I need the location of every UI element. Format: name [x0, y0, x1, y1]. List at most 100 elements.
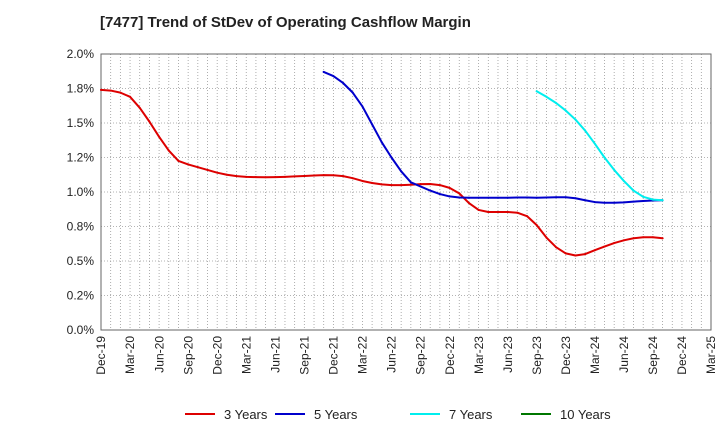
- data-point-5-years: [438, 193, 441, 196]
- data-point-3-years: [158, 135, 161, 138]
- data-point-3-years: [622, 239, 625, 242]
- x-tick-label: Jun-21: [268, 336, 282, 373]
- data-point-3-years: [206, 168, 209, 171]
- x-tick-label: Mar-25: [704, 336, 718, 374]
- x-tick-label: Dec-24: [675, 336, 689, 375]
- data-point-3-years: [613, 242, 616, 245]
- data-point-7-years: [632, 189, 635, 192]
- data-point-7-years: [603, 156, 606, 159]
- data-point-5-years: [390, 156, 393, 159]
- data-point-3-years: [245, 175, 248, 178]
- x-tick-label: Mar-21: [239, 336, 253, 374]
- x-tick-label: Mar-20: [123, 336, 137, 374]
- data-point-5-years: [342, 81, 345, 84]
- data-point-3-years: [429, 182, 432, 185]
- data-point-5-years: [535, 196, 538, 199]
- data-point-3-years: [254, 176, 257, 179]
- data-point-3-years: [129, 95, 132, 98]
- y-tick-label: 0.8%: [67, 220, 95, 234]
- data-point-5-years: [322, 70, 325, 73]
- data-point-7-years: [622, 179, 625, 182]
- data-point-3-years: [187, 163, 190, 166]
- x-tick-label: Dec-21: [327, 336, 341, 375]
- y-tick-label: 0.2%: [67, 289, 95, 303]
- data-point-3-years: [661, 237, 664, 240]
- data-point-5-years: [477, 196, 480, 199]
- data-point-3-years: [322, 174, 325, 177]
- x-tick-label: Jun-20: [152, 336, 166, 373]
- data-point-7-years: [584, 129, 587, 132]
- data-point-5-years: [564, 196, 567, 199]
- data-point-5-years: [419, 185, 422, 188]
- data-point-3-years: [535, 224, 538, 227]
- data-point-5-years: [496, 196, 499, 199]
- data-point-3-years: [313, 174, 316, 177]
- x-tick-label: Sep-22: [414, 336, 428, 375]
- data-point-5-years: [632, 200, 635, 203]
- data-point-7-years: [545, 95, 548, 98]
- data-point-3-years: [216, 171, 219, 174]
- data-point-3-years: [177, 159, 180, 162]
- data-point-3-years: [564, 252, 567, 255]
- y-tick-label: 0.5%: [67, 254, 95, 268]
- data-point-3-years: [555, 246, 558, 249]
- data-point-3-years: [332, 174, 335, 177]
- data-point-3-years: [458, 192, 461, 195]
- data-point-5-years: [526, 196, 529, 199]
- y-tick-label: 0.0%: [67, 323, 95, 337]
- plot-frame: [100, 53, 712, 331]
- data-point-3-years: [274, 176, 277, 179]
- data-point-3-years: [303, 174, 306, 177]
- data-point-5-years: [380, 141, 383, 144]
- x-tick-label: Sep-23: [530, 336, 544, 375]
- data-point-3-years: [371, 182, 374, 185]
- data-point-5-years: [400, 170, 403, 173]
- legend-label-7-years: 7 Years: [449, 407, 493, 422]
- data-point-3-years: [632, 237, 635, 240]
- x-tick-label: Mar-23: [472, 336, 486, 374]
- x-tick-label: Dec-20: [210, 336, 224, 375]
- data-point-7-years: [642, 195, 645, 198]
- data-point-3-years: [390, 184, 393, 187]
- data-point-3-years: [361, 179, 364, 182]
- data-point-3-years: [400, 184, 403, 187]
- data-point-3-years: [438, 184, 441, 187]
- data-point-3-years: [235, 175, 238, 178]
- data-point-3-years: [496, 211, 499, 214]
- data-point-7-years: [555, 101, 558, 104]
- data-point-5-years: [409, 181, 412, 184]
- x-tick-label: Mar-24: [588, 336, 602, 374]
- data-point-5-years: [467, 196, 470, 199]
- y-tick-label: 1.5%: [67, 116, 95, 130]
- x-tick-label: Jun-24: [617, 336, 631, 373]
- data-point-3-years: [283, 175, 286, 178]
- y-tick-label: 1.2%: [67, 151, 95, 165]
- legend-label-3-years: 3 Years: [224, 407, 268, 422]
- data-point-3-years: [225, 173, 228, 176]
- chart-title: [7477] Trend of StDev of Operating Cashf…: [100, 14, 471, 31]
- data-point-3-years: [603, 245, 606, 248]
- data-point-3-years: [196, 166, 199, 169]
- legend: 3 Years 5 Years 7 Years 10 Years: [185, 407, 611, 422]
- x-tick-label: Sep-21: [298, 336, 312, 375]
- data-point-3-years: [419, 183, 422, 186]
- axes: 0.0% 0.2% 0.5% 0.8% 1.0% 1.2% 1.5% 1.8% 2.0% Dec-…: [67, 47, 719, 375]
- x-tick-label: Jun-23: [501, 336, 515, 373]
- x-tick-label: Dec-23: [559, 336, 573, 375]
- data-point-3-years: [526, 215, 529, 218]
- data-point-5-years: [332, 75, 335, 78]
- x-tick-label: Sep-24: [646, 336, 660, 375]
- data-point-3-years: [642, 236, 645, 239]
- data-point-3-years: [487, 211, 490, 214]
- grid: [101, 54, 711, 330]
- data-point-5-years: [458, 196, 461, 199]
- data-point-7-years: [535, 90, 538, 93]
- data-point-3-years: [342, 175, 345, 178]
- data-point-3-years: [477, 208, 480, 211]
- data-point-5-years: [371, 123, 374, 126]
- data-point-3-years: [584, 253, 587, 256]
- data-point-5-years: [487, 196, 490, 199]
- data-point-3-years: [293, 175, 296, 178]
